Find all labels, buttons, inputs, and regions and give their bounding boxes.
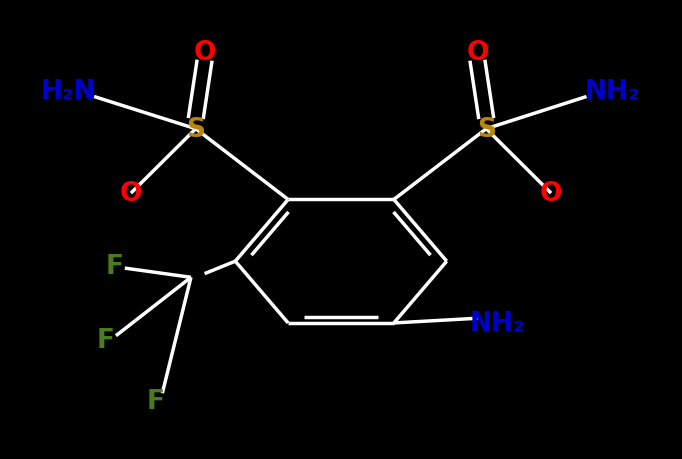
Text: S: S [186,117,205,142]
Text: F: F [147,389,164,414]
Text: NH₂: NH₂ [470,310,526,336]
Text: NH₂: NH₂ [584,79,640,105]
Text: O: O [466,40,488,66]
Text: O: O [540,181,562,207]
Text: F: F [97,328,115,353]
Text: H₂N: H₂N [40,79,96,105]
Text: O: O [120,181,142,207]
Text: O: O [194,40,216,66]
Text: S: S [477,117,496,142]
Text: F: F [106,253,123,279]
